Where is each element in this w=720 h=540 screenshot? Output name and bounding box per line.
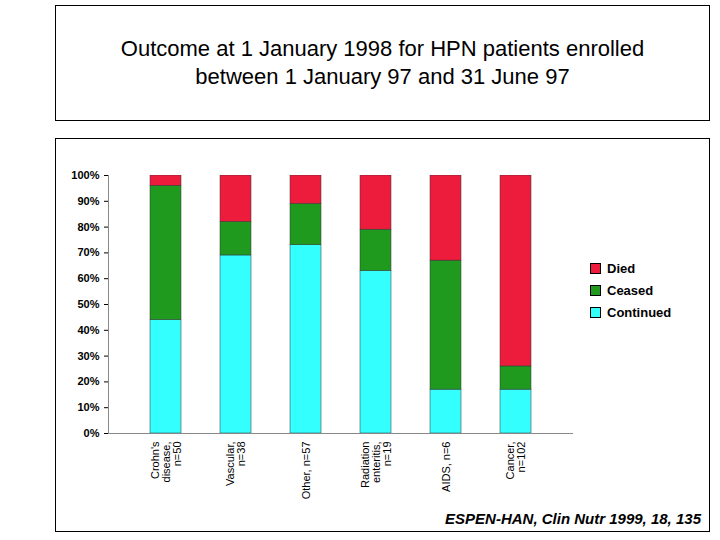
svg-text:50%: 50% — [77, 298, 99, 310]
html-text:Ceased: Ceased — [607, 282, 654, 298]
html-text:ESPEN-HAN, Clin Nutr 1999, 18,: ESPEN-HAN, Clin Nutr 1999, 18, 135 — [445, 510, 701, 527]
svg-text:0%: 0% — [84, 427, 100, 439]
svg-text:Crohn'sdisease,n=50: Crohn'sdisease,n=50 — [149, 441, 183, 482]
html-text:Continued: Continued — [607, 304, 672, 320]
svg-text:Vascular,n=38: Vascular,n=38 — [224, 442, 247, 486]
svg-text:40%: 40% — [77, 324, 99, 336]
svg-text:10%: 10% — [77, 401, 99, 413]
svg-text:20%: 20% — [77, 375, 99, 387]
svg-text:30%: 30% — [77, 350, 99, 362]
svg-text:AIDS, n=6: AIDS, n=6 — [440, 442, 452, 492]
svg-text:70%: 70% — [77, 246, 99, 258]
svg-text:80%: 80% — [77, 221, 99, 233]
svg-text:60%: 60% — [77, 272, 99, 284]
html-text:Died: Died — [607, 260, 636, 276]
svg-text:100%: 100% — [71, 169, 99, 181]
html-text:Outcome at 1 January 1998 for: Outcome at 1 January 1998 for HPN patien… — [120, 36, 645, 89]
svg-text:Radiationenteritis,n=19: Radiationenteritis,n=19 — [359, 442, 393, 488]
svg-text:90%: 90% — [77, 195, 99, 207]
svg-text:Cancer,n=102: Cancer,n=102 — [504, 442, 527, 480]
svg-text:Other, n=57: Other, n=57 — [300, 442, 312, 500]
